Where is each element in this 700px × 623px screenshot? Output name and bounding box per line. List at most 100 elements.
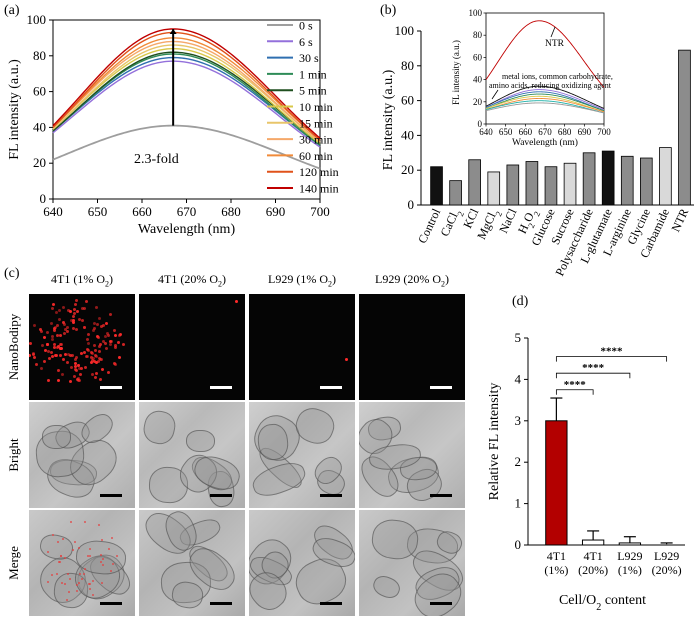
bar: [582, 152, 596, 206]
fluorescence-spot: [90, 373, 94, 377]
x-tick-label: 660: [132, 204, 152, 219]
fluorescence-spot: [73, 308, 77, 312]
fluorescence-spot: [106, 371, 110, 375]
x-axis-label: Wavelength (nm): [138, 222, 236, 237]
inset-x-tick-label: 700: [597, 127, 611, 137]
fluorescence-spot: [91, 351, 95, 355]
spectrum-line: [52, 51, 321, 145]
legend-label: 15 min: [299, 116, 333, 130]
legend-label: 1 min: [299, 67, 327, 81]
fluorescence-spot: [59, 347, 63, 351]
plot-frame: [52, 19, 321, 200]
inset-y-tick-label: 20: [473, 97, 483, 107]
fluorescence-spot: [92, 593, 95, 596]
category-label: L-glutamate: [577, 206, 614, 265]
fluorescence-spot: [97, 345, 101, 349]
fluorescence-spot: [92, 359, 96, 363]
fluorescence-spot: [95, 323, 99, 327]
inset-x-tick-label: 680: [558, 127, 572, 137]
scale-bar: [320, 602, 342, 605]
fluorescence-spot: [84, 521, 87, 524]
fluorescence-spot: [66, 599, 69, 601]
inset-spectrum-line: [485, 98, 605, 113]
fluorescence-spot: [98, 378, 102, 382]
category-label: (20%): [652, 563, 682, 577]
fluorescence-spot: [102, 339, 106, 343]
micrograph-bright: [249, 402, 355, 508]
fluorescence-spot: [74, 541, 77, 544]
spectrum-line: [52, 40, 321, 143]
bar: [545, 420, 568, 546]
panel-label-b: (b): [380, 3, 397, 18]
y-tick-label: 60: [401, 93, 414, 108]
column-title-text: L929 (1% O: [268, 272, 328, 286]
fluorescence-spot: [95, 371, 99, 375]
fluorescence-spot: [78, 372, 82, 376]
fluorescence-spot: [40, 330, 44, 334]
category-label: NTR: [668, 206, 691, 234]
x-tick-label: 640: [43, 204, 63, 219]
bar: [468, 159, 481, 206]
scale-bar: [100, 602, 122, 605]
fluorescence-spot: [54, 310, 58, 314]
fluorescence-spot: [31, 352, 35, 356]
category-label: 4T1: [583, 549, 602, 563]
fluorescence-spot: [67, 353, 71, 357]
x-tick-label: 680: [221, 204, 241, 219]
fluorescence-spot: [66, 360, 70, 364]
fluorescence-spot: [35, 363, 39, 367]
fluorescence-spot: [86, 338, 90, 342]
fluorescence-spot: [59, 343, 63, 347]
y-tick-label: 1: [515, 496, 522, 511]
micrograph-bright: [139, 402, 245, 508]
fluorescence-spot: [43, 335, 47, 339]
micrograph-merge: [29, 510, 135, 616]
fluorescence-spot: [99, 357, 103, 361]
fluorescence-spot: [79, 573, 82, 576]
fluorescence-spot: [109, 313, 113, 317]
fluorescence-spot: [63, 328, 67, 332]
fluorescence-spot: [71, 549, 74, 552]
inset-spectrum-line: [485, 102, 605, 114]
column-title: L929 (1% O2): [249, 272, 355, 288]
bar: [678, 49, 691, 206]
fluorescence-spot: [63, 322, 67, 326]
legend-label: 30 s: [299, 51, 319, 65]
fluorescence-spot: [50, 306, 54, 310]
bar: [544, 166, 558, 206]
y-tick-label: 80: [33, 48, 46, 63]
fluorescence-spot: [59, 333, 63, 337]
fluorescence-spot: [61, 372, 65, 376]
fluorescence-spot: [76, 378, 80, 382]
fluorescence-spot: [98, 349, 102, 353]
fluorescence-spot: [97, 524, 100, 527]
fluorescence-spot: [75, 589, 78, 592]
bar: [525, 161, 539, 206]
fluorescence-spot: [53, 342, 57, 346]
inset-spectrum-line: [485, 20, 605, 88]
fluorescence-spot: [74, 355, 78, 359]
fluorescence-spot: [117, 333, 121, 337]
fluorescence-spot: [89, 582, 92, 585]
fluorescence-spot: [92, 357, 96, 361]
fluorescence-spot: [69, 577, 72, 580]
column-title: 4T1 (1% O2): [29, 272, 135, 288]
fluorescence-spot: [345, 358, 348, 361]
fluorescence-spot: [101, 581, 104, 584]
fluorescence-spot: [67, 573, 70, 576]
fluorescence-spot: [81, 578, 84, 581]
y-tick-label: 3: [515, 413, 522, 428]
fluorescence-spot: [74, 358, 78, 362]
scale-bar: [100, 494, 122, 497]
fluorescence-spot: [75, 310, 79, 314]
fluorescence-spot: [74, 362, 78, 366]
fluorescence-spot: [83, 572, 86, 575]
legend-label: 0 s: [299, 19, 313, 33]
fluorescence-spot: [82, 351, 86, 355]
fluorescence-spot: [84, 366, 88, 370]
fluorescence-spot: [53, 326, 57, 329]
y-tick-label: 40: [33, 119, 46, 134]
fluorescence-spot: [65, 329, 69, 333]
inset-spectrum-line: [485, 100, 605, 114]
category-label: L929: [654, 549, 679, 563]
